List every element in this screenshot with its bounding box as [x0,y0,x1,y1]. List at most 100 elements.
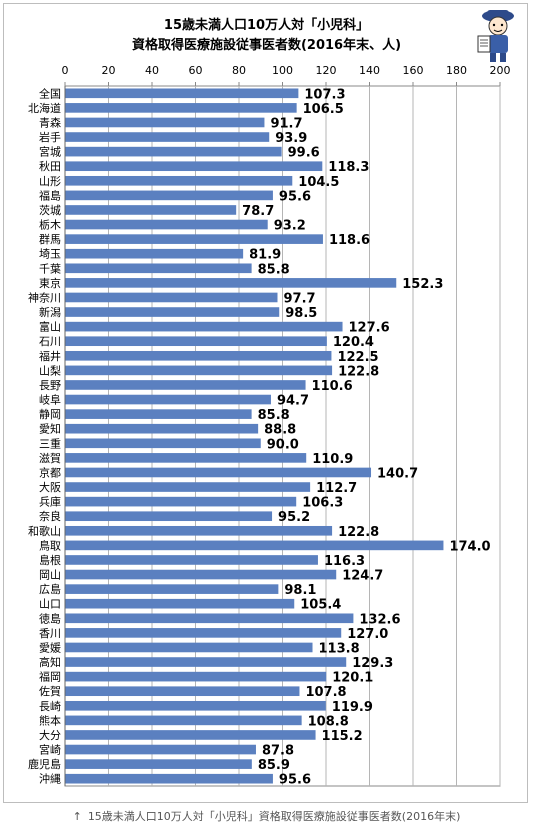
data-label: 110.9 [312,452,353,467]
bar [65,248,244,259]
data-label: 122.5 [337,350,378,365]
category-label: 和歌山 [28,524,61,538]
category-label: 全国 [39,86,61,100]
data-label: 85.9 [258,758,290,773]
bar [65,350,332,361]
data-label: 120.1 [332,671,373,686]
x-tick-label: 180 [446,64,467,77]
data-label: 94.7 [277,394,309,409]
x-tick-label: 60 [189,64,203,77]
category-label: 栃木 [39,218,61,232]
bar [65,307,280,317]
bar-chart: 0 20 40 60 80 100 120 140 160 180 200 全国 107.3 北海道 106… [28,64,511,788]
data-label: 129.3 [352,656,393,671]
data-label: 95.2 [278,510,310,525]
bar [65,540,444,551]
bar [65,292,278,303]
data-label: 119.9 [332,700,373,715]
category-label: 福岡 [39,670,61,684]
data-label: 98.5 [285,306,317,321]
data-label: 118.6 [329,233,370,248]
category-label: 千葉 [39,261,61,275]
x-tick-label: 20 [102,64,116,77]
data-label: 95.6 [279,189,311,204]
category-label: 奈良 [39,509,61,523]
category-label: 石川 [39,335,61,348]
bar [65,219,268,230]
category-label: 高知 [39,655,61,669]
category-label: 茨城 [39,203,61,217]
category-label: 東京 [39,276,61,290]
data-label: 85.8 [258,408,290,423]
data-label: 104.5 [298,175,339,190]
category-label: 鳥取 [39,538,61,552]
data-label: 90.0 [267,437,299,452]
category-label: 愛媛 [39,640,61,654]
data-label: 106.5 [303,102,344,117]
category-label: 静岡 [39,407,61,421]
bar [65,234,323,244]
data-label: 122.8 [338,364,379,379]
category-label: 愛知 [39,422,61,436]
bar [65,773,273,784]
category-label: 岡山 [39,569,61,582]
bar [65,569,337,580]
data-label: 105.4 [300,598,341,613]
category-label: 秋田 [39,159,61,173]
data-label: 116.3 [324,554,365,569]
category-label: 長野 [39,379,61,392]
category-label: 大阪 [39,480,61,494]
x-tick-label: 160 [403,64,424,77]
category-label: 滋賀 [39,452,61,465]
category-label: 福井 [39,349,61,363]
newspaper-boy-mascot-icon [477,10,514,62]
data-label: 108.8 [308,714,349,729]
bar [65,496,297,507]
category-label: 徳島 [39,611,61,625]
data-label: 140.7 [377,466,418,481]
bar [65,321,343,332]
data-label: 107.3 [304,87,345,102]
bar [65,161,323,172]
x-tick-label: 140 [359,64,380,77]
x-tick-label: 0 [62,64,69,77]
bar [65,744,256,755]
bar [65,482,311,492]
category-label: 香川 [39,627,61,640]
bar [65,584,279,594]
data-label: 120.4 [333,335,374,350]
data-label: 110.6 [312,379,353,394]
bar [65,438,261,449]
category-label: 青森 [39,115,61,129]
category-label: 富山 [39,320,61,334]
data-label: 113.8 [319,641,360,656]
data-label: 85.8 [258,262,290,277]
bar [65,205,237,215]
category-label: 北海道 [28,101,61,115]
bar [65,700,326,711]
category-label: 三重 [39,436,61,450]
data-label: 95.6 [279,773,311,788]
data-label: 115.2 [322,729,363,744]
data-label: 127.0 [347,627,388,642]
category-label: 岩手 [39,130,61,144]
data-label: 124.7 [342,569,383,584]
data-label: 127.6 [349,321,390,336]
bar [65,409,252,419]
chart-caption: ↑ 15歳未満人口10万人対「小児科」資格取得医療施設従事医者数(2016年末) [0,808,533,824]
category-label: 山梨 [39,363,61,377]
bar [65,423,259,434]
category-label: 群馬 [39,232,61,246]
category-label: 新潟 [39,305,61,319]
category-label: 大分 [39,728,61,742]
category-label: 沖縄 [39,772,61,786]
data-label: 88.8 [264,423,296,438]
bar [65,278,397,288]
category-label: 長崎 [39,699,61,713]
data-label: 97.7 [283,291,315,306]
bar [65,117,265,128]
bar [65,380,306,390]
bar [65,642,313,653]
bar [65,365,333,376]
data-label: 91.7 [270,116,302,131]
